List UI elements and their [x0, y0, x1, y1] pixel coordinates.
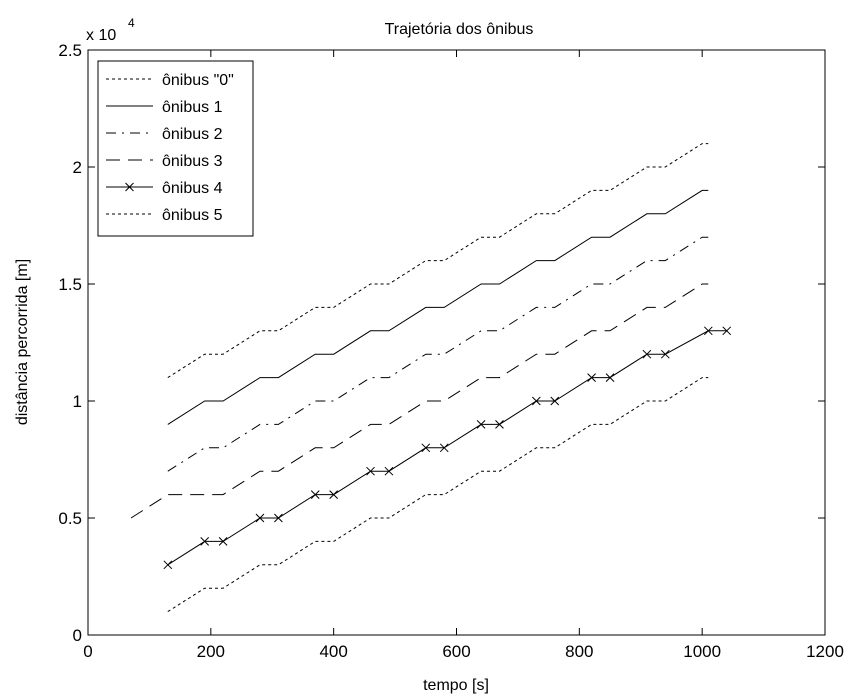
legend-label: ônibus "0" — [162, 72, 234, 89]
series-marker-stroke-b — [531, 396, 541, 406]
chart-title: Trajetória dos ônibus — [385, 21, 534, 38]
x-tick-label: 0 — [83, 642, 92, 661]
series-marker — [660, 349, 670, 359]
y-multiplier: x 10 4 — [86, 16, 135, 44]
y-axis-label: distância percorrida [m] — [14, 259, 31, 425]
series-marker — [218, 537, 228, 546]
y-tick-label: 1 — [73, 392, 82, 411]
series-marker-stroke-b — [476, 420, 486, 429]
series-line — [167, 189, 709, 425]
y-tick-label: 0.5 — [58, 509, 82, 528]
x-axis-label: tempo [s] — [423, 677, 489, 694]
series-marker — [384, 466, 394, 476]
legend-entry: ônibus 1 — [106, 99, 223, 116]
series-marker-stroke-b — [660, 349, 670, 359]
series-2 — [167, 189, 709, 425]
series-marker-stroke-b — [255, 513, 265, 523]
series-marker-stroke-b — [329, 490, 339, 499]
series-marker-stroke-b — [722, 326, 732, 336]
legend-label: ônibus 2 — [162, 126, 223, 143]
series-5 — [163, 326, 732, 570]
legend-entry: ônibus 2 — [106, 126, 223, 143]
series-4 — [130, 283, 709, 519]
series-marker-stroke-b — [366, 466, 375, 476]
y-tick-label: 2.5 — [58, 41, 82, 60]
series-marker — [439, 443, 449, 453]
series-marker-stroke-b — [218, 537, 228, 546]
series-line — [130, 283, 709, 519]
y-tick-label: 2 — [73, 158, 82, 177]
y-tick-label: 1.5 — [58, 275, 82, 294]
x-tick-label: 1000 — [683, 642, 721, 661]
series-marker-stroke-b — [495, 420, 504, 429]
series-marker — [476, 420, 486, 429]
series-marker — [722, 326, 732, 336]
legend-marker — [125, 182, 134, 192]
legend-label: ônibus 4 — [162, 180, 223, 197]
series-marker-stroke-b — [421, 443, 431, 453]
legend-label: ônibus 1 — [162, 99, 223, 116]
series-marker — [550, 396, 560, 406]
series-marker — [421, 443, 431, 453]
series-marker — [274, 513, 283, 523]
legend-entry: ônibus 5 — [106, 207, 223, 224]
series-marker-stroke-b — [550, 396, 560, 406]
plot-frame — [87, 49, 826, 636]
series-marker — [329, 490, 339, 499]
legend-label: ônibus 3 — [162, 153, 223, 170]
series-marker-stroke-b — [587, 373, 596, 382]
series-marker — [531, 396, 541, 406]
series-marker — [310, 490, 320, 499]
x-tick-label: 400 — [319, 642, 347, 661]
series-marker-stroke-b — [163, 560, 173, 570]
series-marker-stroke-b — [310, 490, 320, 499]
x-tick-label: 800 — [565, 642, 593, 661]
y-multiplier-label: x 10 — [86, 27, 116, 44]
series-marker — [587, 373, 596, 382]
legend-entry: ônibus 4 — [106, 180, 223, 197]
legend-marker-stroke-b — [125, 182, 134, 192]
series-layer — [130, 143, 732, 613]
series-marker — [200, 537, 210, 546]
x-tick-label: 200 — [197, 642, 225, 661]
series-marker-stroke-b — [274, 513, 283, 523]
legend-entry: ônibus 3 — [106, 153, 223, 170]
legend-label: ônibus 5 — [162, 207, 223, 224]
series-marker — [605, 373, 615, 382]
series-marker-stroke-b — [439, 443, 449, 453]
x-tick-label: 600 — [442, 642, 470, 661]
legend: ônibus "0" ônibus 1 ônibus 2 ônibus 3 ônibus… — [97, 60, 254, 237]
series-marker — [366, 466, 375, 476]
legend-box — [97, 60, 254, 237]
legend-entry: ônibus "0" — [106, 72, 234, 89]
y-tick-label: 0 — [73, 626, 82, 645]
series-marker — [255, 513, 265, 523]
series-marker-stroke-b — [384, 466, 394, 476]
series-marker-stroke-b — [200, 537, 210, 546]
series-marker-stroke-b — [642, 349, 652, 359]
series-marker — [642, 349, 652, 359]
series-marker — [163, 560, 173, 570]
series-marker-stroke-b — [703, 326, 713, 336]
series-marker — [495, 420, 504, 429]
x-tick-label: 1200 — [806, 642, 844, 661]
series-marker-stroke-b — [605, 373, 615, 382]
y-multiplier-exponent: 4 — [128, 16, 135, 30]
series-marker — [703, 326, 713, 336]
